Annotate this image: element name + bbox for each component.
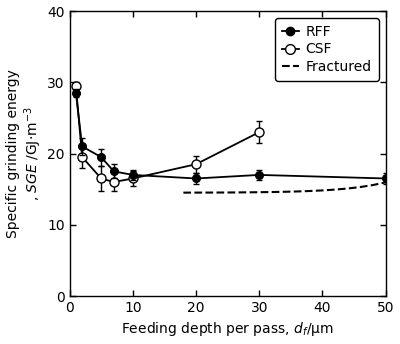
Y-axis label: Specific grinding energy
, $SGE$ /GJ·m$^{-3}$: Specific grinding energy , $SGE$ /GJ·m$^…	[6, 69, 44, 238]
Legend: RFF, CSF, Fractured: RFF, CSF, Fractured	[275, 18, 379, 81]
X-axis label: Feeding depth per pass, $d_f$/μm: Feeding depth per pass, $d_f$/μm	[121, 321, 334, 338]
